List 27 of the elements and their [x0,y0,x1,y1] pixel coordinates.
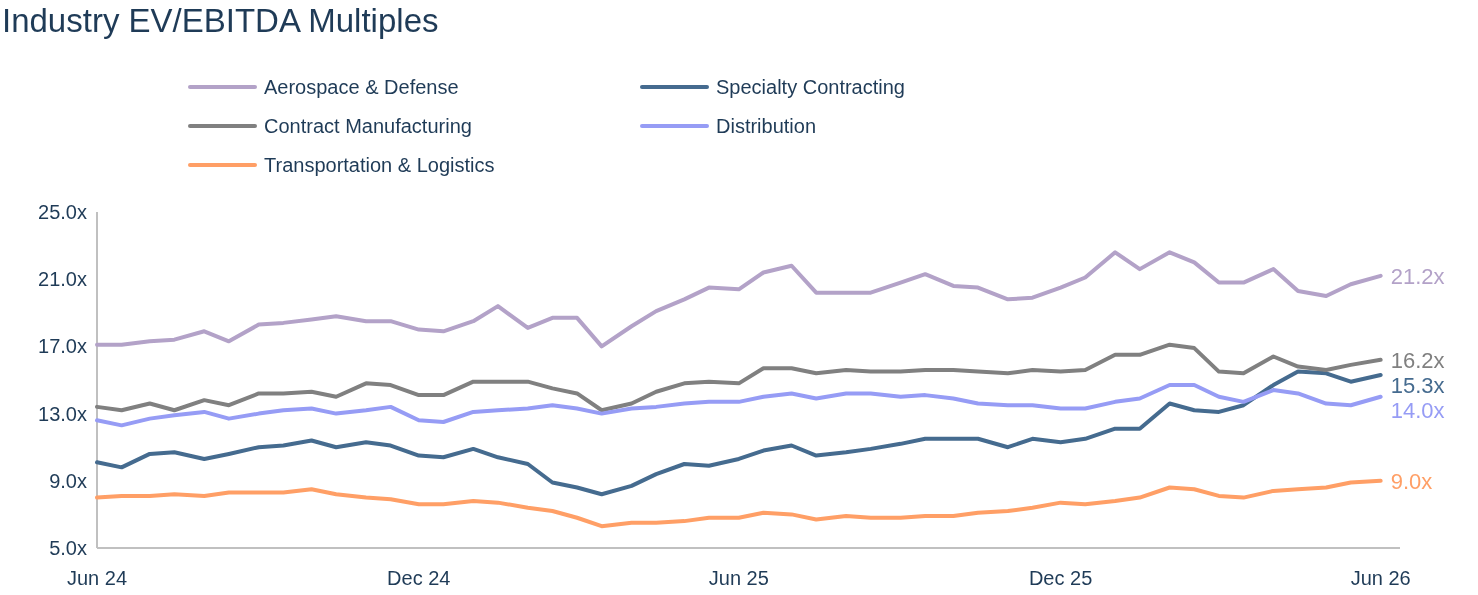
data-label: 15.3x [1390,372,1445,398]
legend-label: Transportation & Logistics [264,154,495,176]
x-tick-label: Dec 25 [1028,567,1093,589]
y-tick-label: 5.0x [49,537,87,559]
x-tick-label: Jun 25 [708,567,769,589]
y-tick-label: 9.0x [49,469,87,492]
line-series [95,383,1383,428]
legend-label: Aerospace & Defense [264,76,459,98]
legend-label: Contract Manufacturing [264,115,472,137]
chart-title: Industry EV/EBITDA Multiples [2,2,439,39]
y-tick-label: 25.0x [38,201,87,223]
data-label: 16.2x [1390,347,1445,373]
y-tick-label: 13.0x [38,402,87,425]
line-series [95,478,1383,529]
x-tick-label: Jun 24 [66,567,128,589]
x-tick-label: Jun 26 [1350,567,1411,589]
y-tick-label: 17.0x [38,335,87,358]
x-tick-label: Dec 24 [387,567,451,589]
line-series [95,369,1383,497]
data-label: 21.2x [1390,263,1445,289]
legend-label: Specialty Contracting [716,76,905,98]
y-tick-label: 21.0x [38,268,87,291]
line-series [95,342,1383,413]
data-label: 14.0x [1390,397,1445,423]
legend-label: Distribution [716,115,817,137]
data-label: 9.0x [1390,468,1433,494]
line-series [95,250,1383,349]
